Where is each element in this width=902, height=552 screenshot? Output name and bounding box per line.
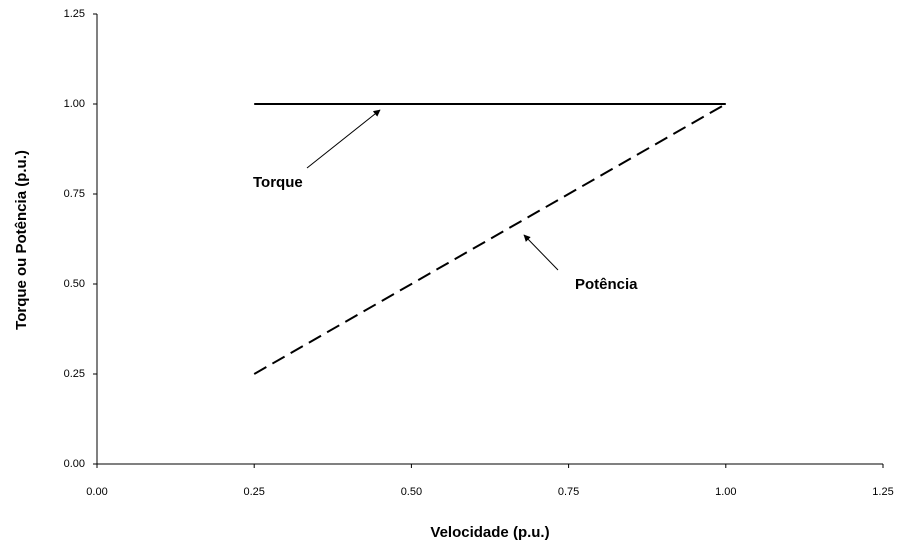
annotation: Potência xyxy=(575,276,638,293)
y-axis-title: Torque ou Potência (p.u.) xyxy=(13,150,30,330)
x-tick-label: 1.25 xyxy=(872,486,893,498)
y-tick-label: 0.75 xyxy=(64,188,85,200)
x-tick-label: 1.00 xyxy=(715,486,736,498)
x-tick-label: 0.75 xyxy=(558,486,579,498)
y-tick-label: 0.25 xyxy=(64,368,85,380)
annotation: Torque xyxy=(253,174,303,191)
x-tick-label: 0.00 xyxy=(86,486,107,498)
annotation-arrow xyxy=(523,234,559,271)
x-tick-label: 0.25 xyxy=(243,486,264,498)
x-tick-label: 0.50 xyxy=(401,486,422,498)
y-tick-label: 1.25 xyxy=(64,8,85,20)
y-tick-label: 0.00 xyxy=(64,458,85,470)
x-axis-title: Velocidade (p.u.) xyxy=(430,524,549,541)
annotation-arrow xyxy=(306,109,381,169)
series-line xyxy=(253,103,727,375)
y-tick-label: 1.00 xyxy=(64,98,85,110)
y-tick-label: 0.50 xyxy=(64,278,85,290)
